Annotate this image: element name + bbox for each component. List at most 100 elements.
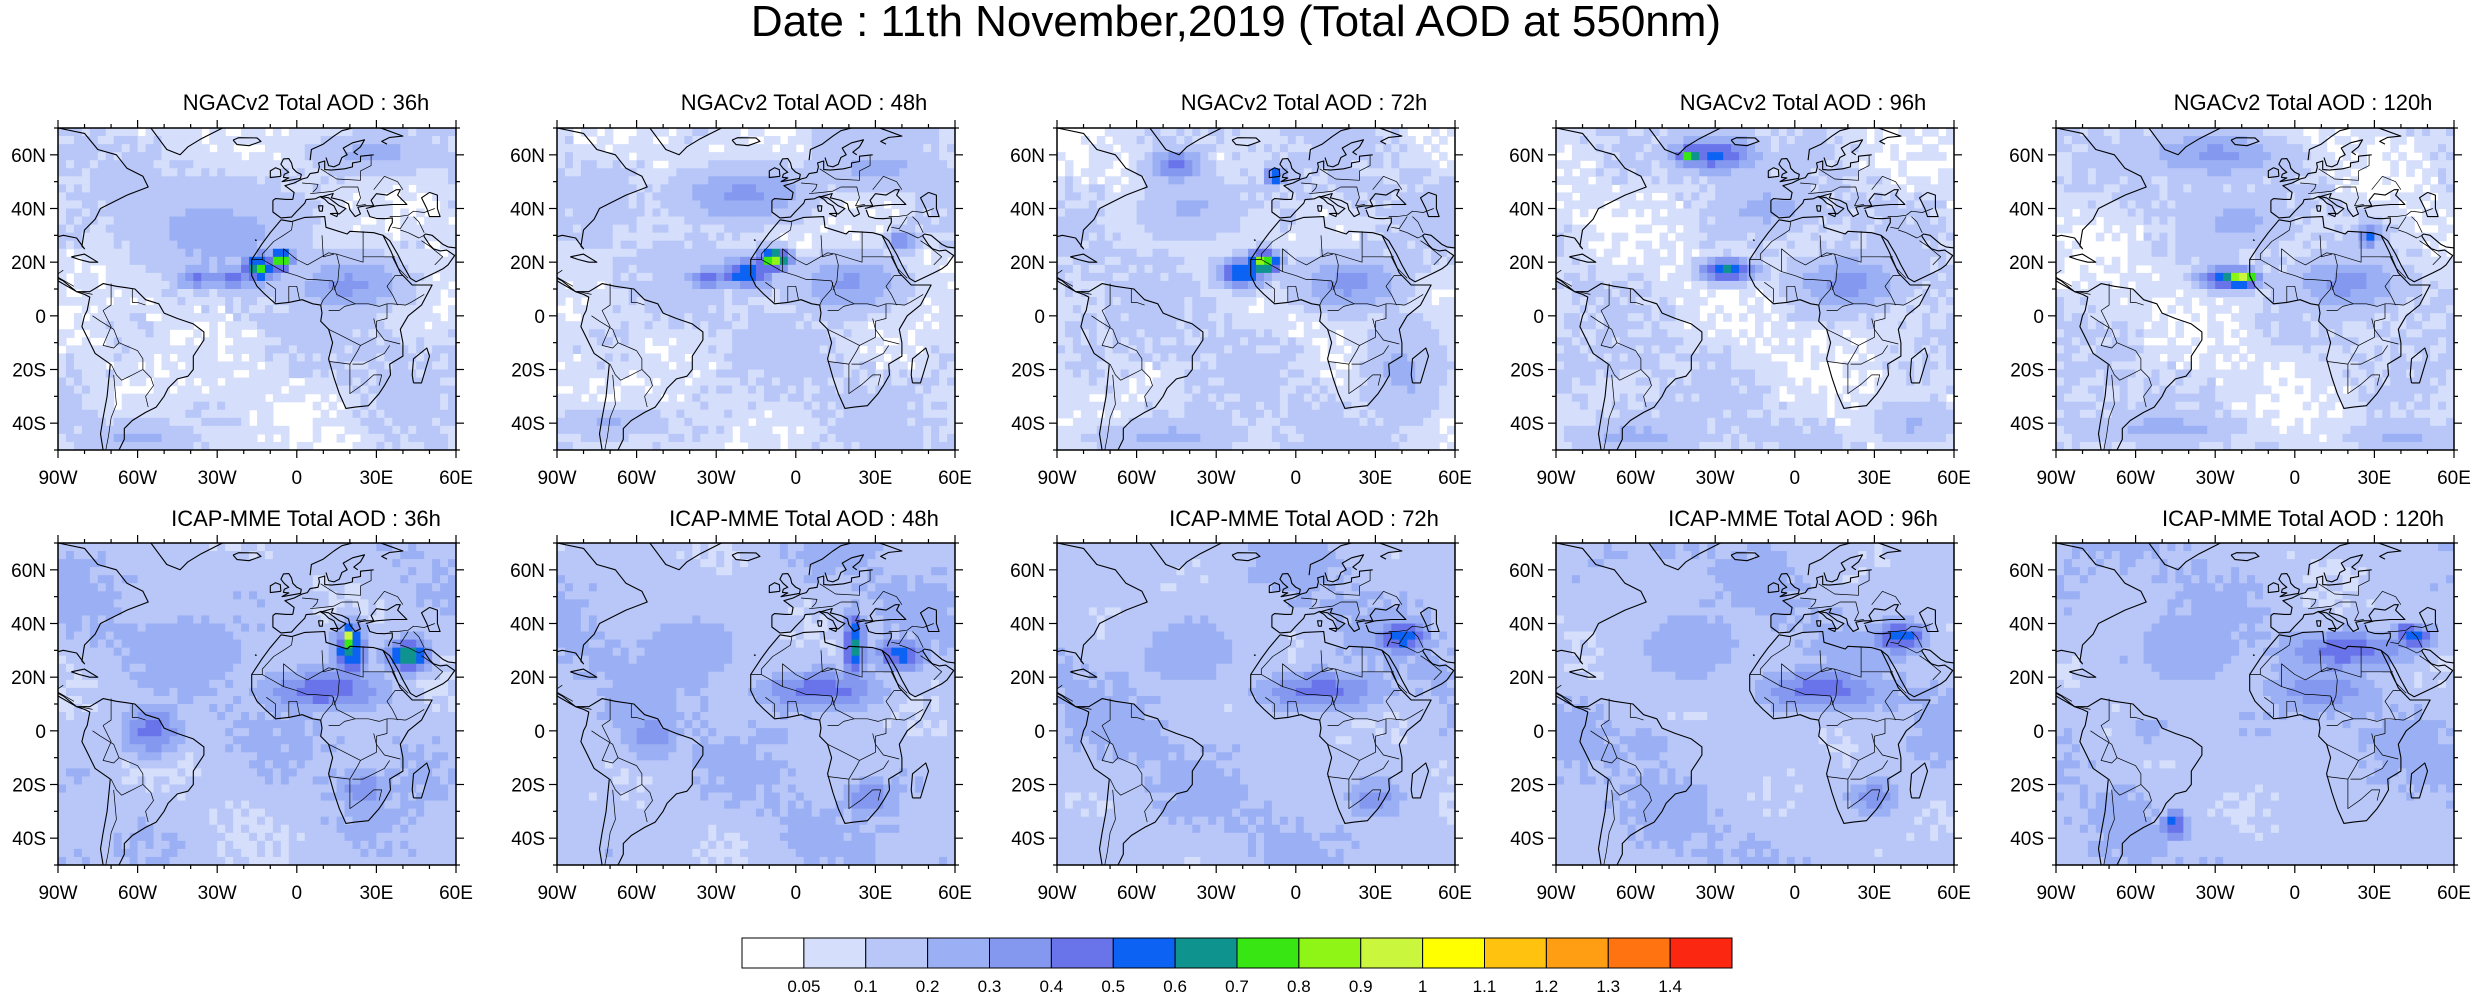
y-tick-label: 60N (1010, 146, 1045, 167)
x-tick-label: 90W (38, 883, 77, 904)
x-tick-label: 0 (791, 468, 802, 489)
x-tick-label: 90W (537, 468, 576, 489)
colorbar-swatch (865, 937, 929, 969)
x-tick-label: 60W (617, 468, 656, 489)
colorbar-label: 1.2 (1535, 977, 1559, 994)
colorbar-swatch (1422, 937, 1486, 969)
colorbar-label: 0.5 (1101, 977, 1125, 994)
x-tick-label: 30E (2357, 468, 2391, 489)
y-tick-label: 0 (1533, 722, 1544, 743)
colorbar-swatch (1050, 937, 1114, 969)
x-tick-label: 90W (1536, 468, 1575, 489)
colorbar-swatch (1360, 937, 1424, 969)
y-tick-label: 20S (2010, 776, 2044, 797)
y-tick-label: 0 (35, 307, 46, 328)
x-tick-label: 60E (938, 468, 972, 489)
y-tick-label: 20S (1510, 776, 1544, 797)
main-title: Date : 11th November,2019 (Total AOD at … (0, 0, 2472, 44)
axis-ticks (549, 535, 963, 873)
colorbar-swatch (741, 937, 805, 969)
x-tick-label: 30E (1358, 883, 1392, 904)
coastlines (557, 543, 955, 865)
y-tick-label: 0 (534, 722, 545, 743)
x-tick-label: 30E (1857, 468, 1891, 489)
panel-title-2: NGACv2 Total AOD : 72h (1044, 90, 1564, 116)
x-tick-label: 60W (1616, 468, 1655, 489)
colorbar-label: 0.7 (1225, 977, 1249, 994)
y-tick-label: 40S (1510, 829, 1544, 850)
coastlines (1057, 128, 1455, 450)
panel-title-9: ICAP-MME Total AOD : 120h (2043, 506, 2472, 532)
y-tick-label: 20N (2009, 668, 2044, 689)
x-tick-label: 60W (118, 468, 157, 489)
panel-title-4: NGACv2 Total AOD : 120h (2043, 90, 2472, 116)
panel-title-3: NGACv2 Total AOD : 96h (1543, 90, 2063, 116)
y-tick-label: 60N (1509, 561, 1544, 582)
x-tick-label: 30E (359, 468, 393, 489)
x-tick-label: 30E (359, 883, 393, 904)
y-tick-label: 40N (11, 200, 46, 221)
x-tick-label: 60E (1937, 468, 1971, 489)
axis-ticks (2048, 535, 2462, 873)
y-tick-label: 0 (35, 722, 46, 743)
colorbar-label: 0.2 (916, 977, 940, 994)
x-tick-label: 90W (1536, 883, 1575, 904)
y-tick-label: 20S (12, 361, 46, 382)
y-tick-label: 40S (2010, 414, 2044, 435)
x-tick-label: 60E (439, 468, 473, 489)
y-tick-label: 60N (1509, 146, 1544, 167)
x-tick-label: 60E (2437, 468, 2471, 489)
x-tick-label: 30W (2196, 468, 2235, 489)
y-tick-label: 40N (1509, 615, 1544, 636)
map-panel-2: 90W 60W 30W 0 30E 60E 60N 40N 20N 0 20S 40S (1010, 120, 1472, 489)
coastlines (1556, 128, 1954, 450)
axis-ticks (50, 535, 464, 873)
x-tick-label: 90W (2036, 883, 2075, 904)
x-tick-label: 30E (1857, 883, 1891, 904)
y-tick-label: 20N (1010, 253, 1045, 274)
x-tick-label: 0 (791, 883, 802, 904)
y-tick-label: 40S (511, 829, 545, 850)
map-panel-4: 90W 60W 30W 0 30E 60E 60N 40N 20N 0 20S 40S (2009, 120, 2471, 489)
y-tick-label: 40N (2009, 200, 2044, 221)
x-tick-label: 0 (292, 883, 303, 904)
y-tick-label: 40N (510, 200, 545, 221)
y-tick-label: 20S (1011, 776, 1045, 797)
map-panel-1: 90W 60W 30W 0 30E 60E 60N 40N 20N 0 20S 40S (510, 120, 972, 489)
panel-title-6: ICAP-MME Total AOD : 48h (544, 506, 1064, 532)
y-tick-label: 20N (1509, 668, 1544, 689)
colorbar-swatch (1484, 937, 1547, 969)
y-tick-label: 20N (11, 253, 46, 274)
axis-ticks (1548, 535, 1962, 873)
panel-title-7: ICAP-MME Total AOD : 72h (1044, 506, 1564, 532)
x-tick-label: 90W (1037, 468, 1076, 489)
x-tick-label: 0 (1291, 883, 1302, 904)
colorbar-label: 0.8 (1287, 977, 1311, 994)
y-tick-label: 60N (2009, 561, 2044, 582)
y-tick-label: 40N (510, 615, 545, 636)
axis-ticks (549, 120, 963, 458)
panel-title-5: ICAP-MME Total AOD : 36h (46, 506, 566, 532)
axis-ticks (1548, 120, 1962, 458)
x-tick-label: 30W (697, 468, 736, 489)
x-tick-label: 60W (118, 883, 157, 904)
y-tick-label: 0 (1533, 307, 1544, 328)
y-tick-label: 20N (1010, 668, 1045, 689)
x-tick-label: 60W (2116, 883, 2155, 904)
y-tick-label: 20N (1509, 253, 1544, 274)
y-tick-label: 0 (1034, 307, 1045, 328)
axis-ticks (50, 120, 464, 458)
x-tick-label: 30W (2196, 883, 2235, 904)
y-tick-label: 60N (11, 146, 46, 167)
colorbar-swatch (1298, 937, 1362, 969)
colorbar-swatch (1112, 937, 1176, 969)
colorbar-swatch (1607, 937, 1671, 969)
y-tick-label: 40N (1010, 200, 1045, 221)
y-tick-label: 60N (1010, 561, 1045, 582)
x-tick-label: 30W (697, 883, 736, 904)
y-tick-label: 40S (1011, 829, 1045, 850)
map-panel-0: 90W 60W 30W 0 30E 60E 60N 40N 20N 0 20S 40S (11, 120, 473, 489)
colorbar-swatch (1174, 937, 1238, 969)
y-tick-label: 60N (2009, 146, 2044, 167)
